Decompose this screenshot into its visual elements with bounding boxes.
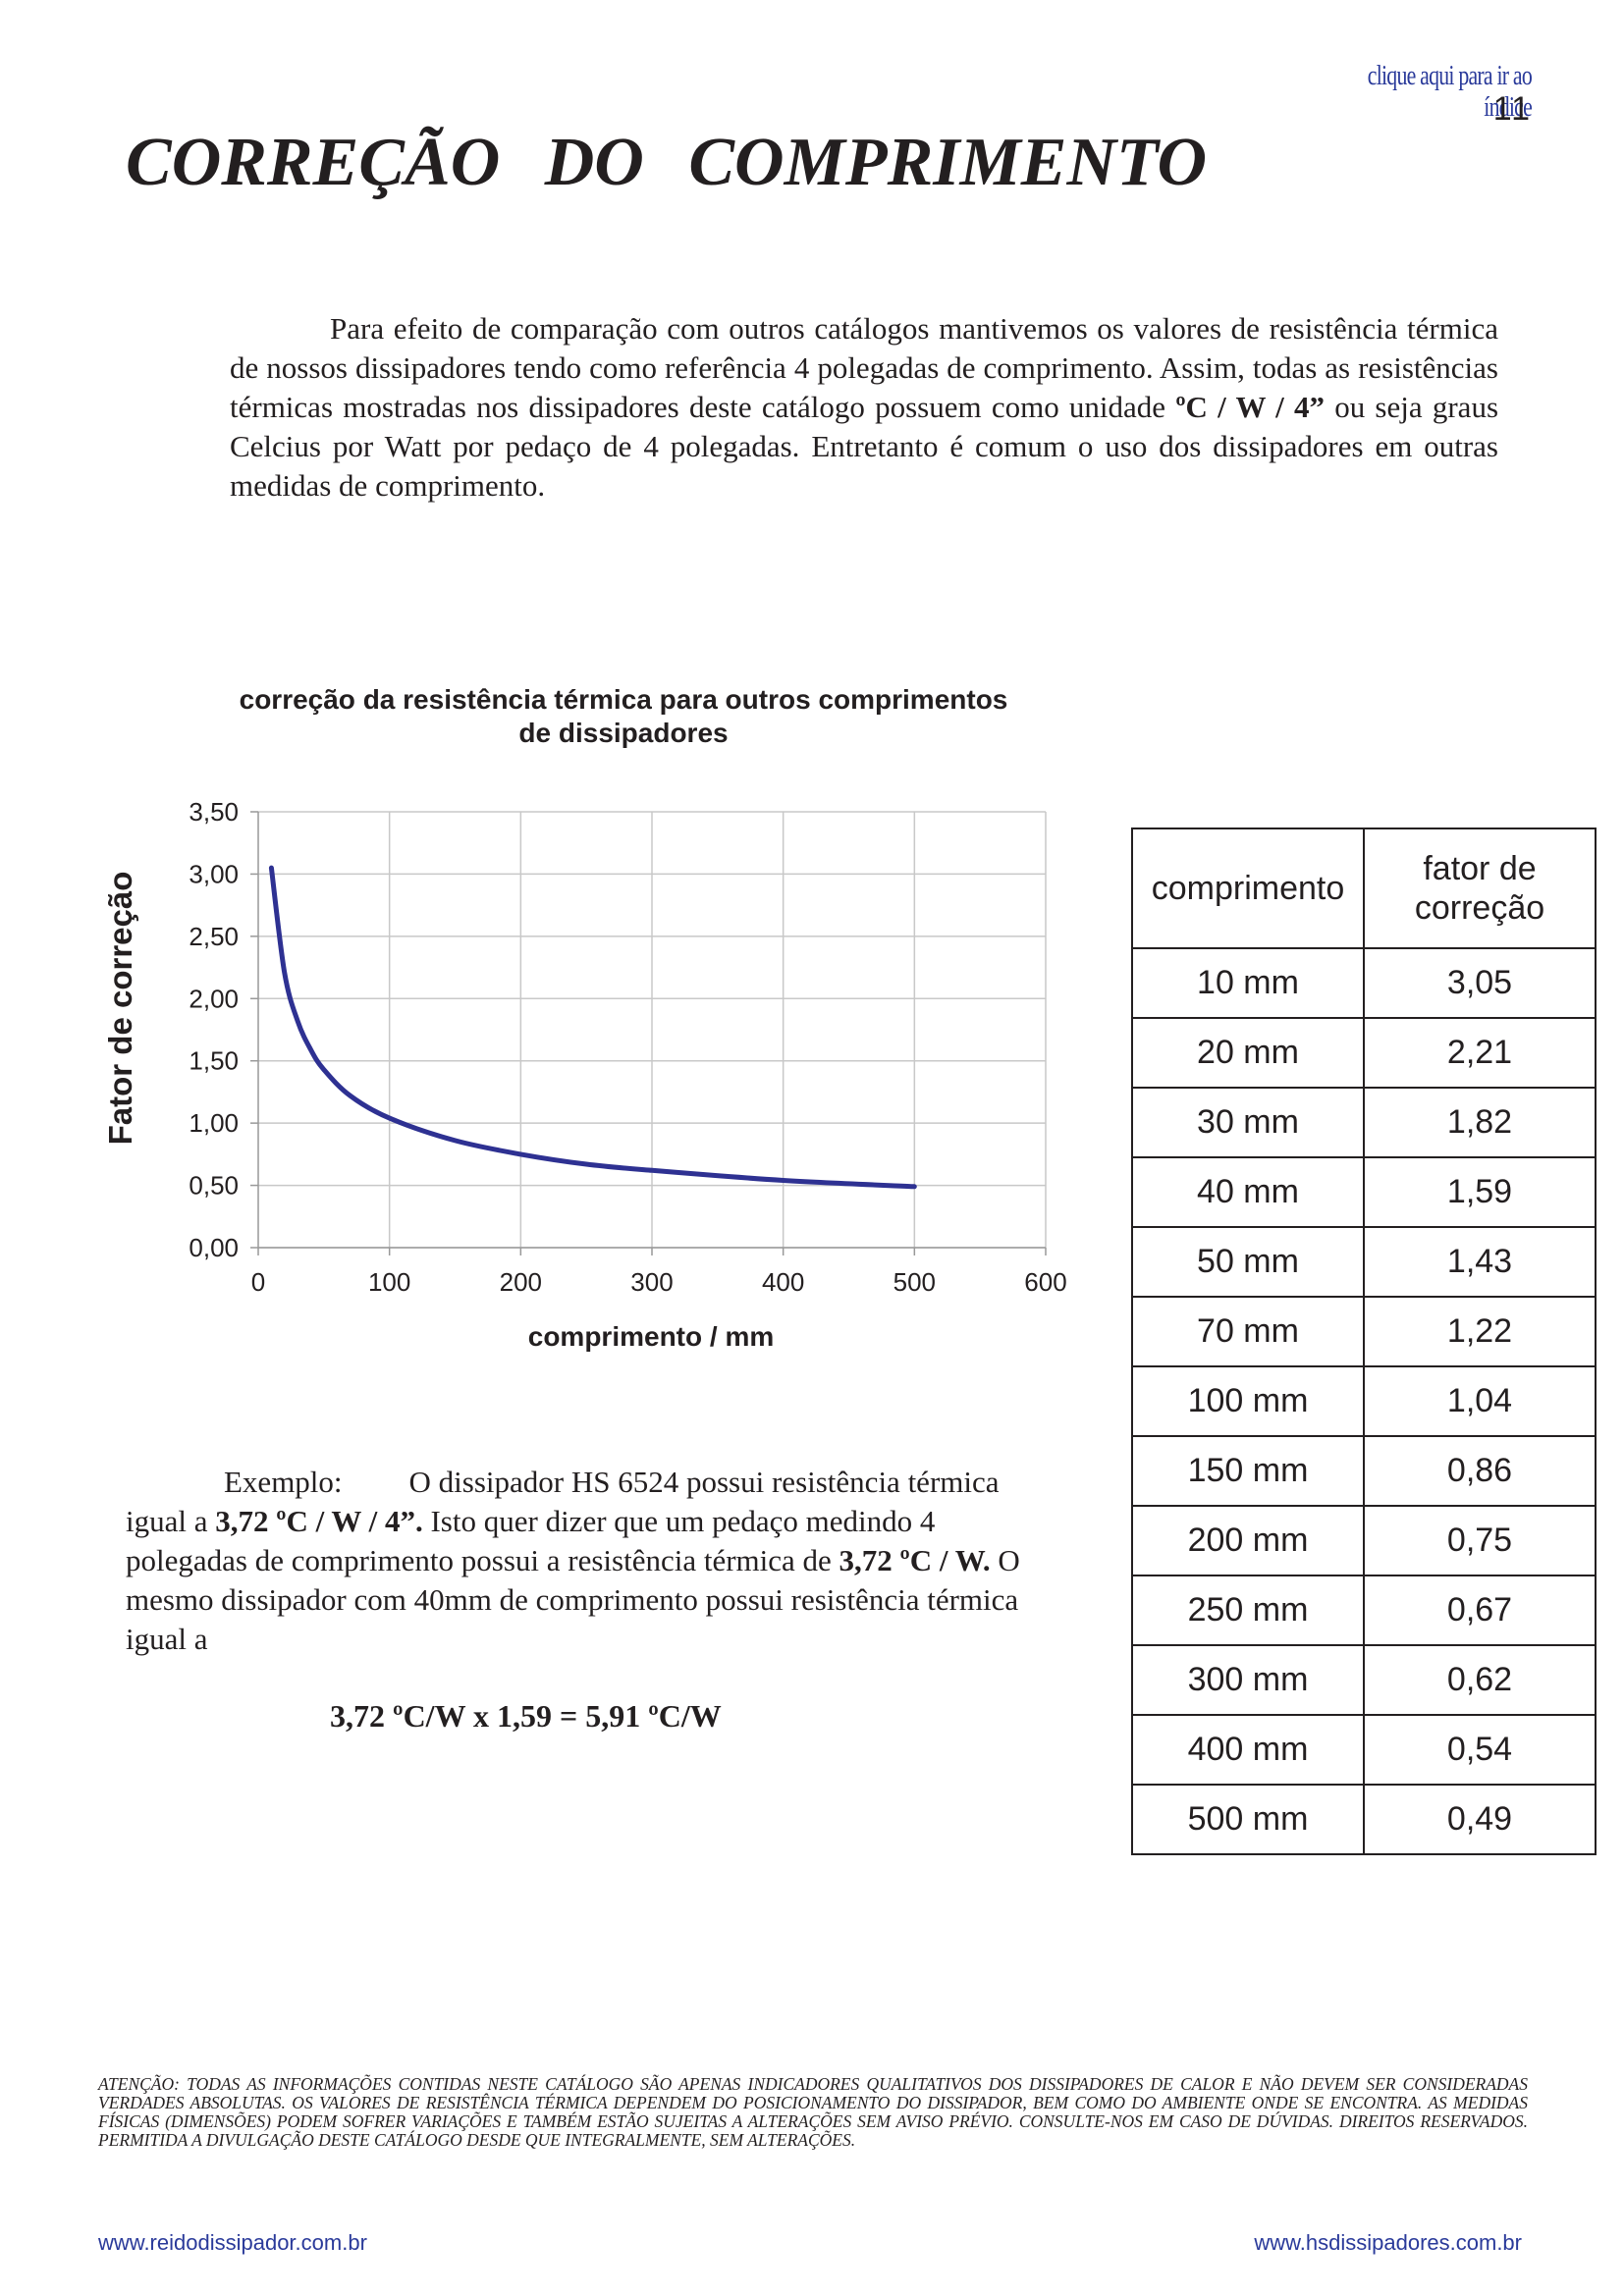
intro-unit: ºC / W / 4”	[1175, 390, 1325, 424]
correction-chart: 0,00 0,50 1,00 1,50 2,00 2,50 3,00 3,50 0 100 200…	[102, 797, 1067, 1352]
length-cell: 50 mm	[1131, 1226, 1365, 1298]
length-cell: 300 mm	[1131, 1644, 1365, 1716]
example-formula: 3,72 ºC/W x 1,59 = 5,91 ºC/W	[330, 1698, 722, 1734]
x-tick-label: 600	[1024, 1267, 1066, 1297]
chart-axes	[250, 811, 1047, 1255]
table-body: 10 mm 3,05 20 mm 2,21 30 mm 1,82 40 mm 1,59 50 m…	[1131, 947, 1597, 1855]
correction-table: comprimento fator de correção 10 mm 3,05 2…	[1131, 828, 1597, 1855]
length-cell: 40 mm	[1131, 1156, 1365, 1228]
table-row: 100 mm 1,04	[1131, 1365, 1597, 1437]
footer-link-hsdissipadores[interactable]: www.hsdissipadores.com.br	[1254, 2230, 1522, 2255]
x-tick-label: 500	[893, 1267, 936, 1297]
y-tick-label: 0,00	[189, 1233, 239, 1262]
factor-cell: 0,67	[1363, 1575, 1597, 1646]
factor-cell: 2,21	[1363, 1017, 1597, 1089]
y-tick-labels: 0,00 0,50 1,00 1,50 2,00 2,50 3,00 3,50	[189, 797, 239, 1262]
chart-title: correção da resistência térmica para out…	[239, 684, 1008, 748]
y-tick-label: 2,00	[189, 984, 239, 1013]
table-row: 70 mm 1,22	[1131, 1296, 1597, 1367]
factor-cell: 1,22	[1363, 1296, 1597, 1367]
disclaimer: ATENÇÃO: TODAS AS INFORMAÇÕES CONTIDAS N…	[98, 2074, 1528, 2150]
example-label: Exemplo:	[224, 1465, 343, 1499]
x-tick-label: 0	[251, 1267, 265, 1297]
footer-link-reidodissipador[interactable]: www.reidodissipador.com.br	[98, 2230, 367, 2255]
intro-text-2: ou seja graus Celcius por Watt por pedaç…	[230, 390, 1499, 503]
x-axis-label: comprimento / mm	[528, 1321, 774, 1352]
y-tick-label: 2,50	[189, 922, 239, 951]
length-cell: 30 mm	[1131, 1087, 1365, 1158]
factor-cell: 0,54	[1363, 1714, 1597, 1786]
header-length: comprimento	[1131, 828, 1365, 949]
y-tick-label: 3,00	[189, 859, 239, 888]
intro-paragraph: Para efeito de comparação com outros cat…	[230, 309, 1498, 506]
length-cell: 10 mm	[1131, 947, 1365, 1019]
length-cell: 200 mm	[1131, 1505, 1365, 1576]
table-row: 30 mm 1,82	[1131, 1087, 1597, 1158]
length-cell: 250 mm	[1131, 1575, 1365, 1646]
factor-cell: 1,43	[1363, 1226, 1597, 1298]
example-paragraph: Exemplo: O dissipador HS 6524 possui resi…	[126, 1463, 1029, 1659]
chart-grid	[258, 811, 1047, 1249]
table-row: 20 mm 2,21	[1131, 1017, 1597, 1089]
x-tick-label: 200	[500, 1267, 542, 1297]
factor-cell: 1,82	[1363, 1087, 1597, 1158]
example-text-2: Isto quer dizer que um pedaço medindo 4 …	[126, 1504, 936, 1577]
y-axis-label: Fator de correção	[102, 872, 138, 1146]
page-title: CORREÇÃO DO COMPRIMENTO	[126, 125, 1208, 200]
table-row: 400 mm 0,54	[1131, 1714, 1597, 1786]
factor-cell: 0,86	[1363, 1435, 1597, 1507]
table-row: 50 mm 1,43	[1131, 1226, 1597, 1298]
length-cell: 500 mm	[1131, 1784, 1365, 1855]
table-row: 150 mm 0,86	[1131, 1435, 1597, 1507]
example-value-2: 3,72 ºC / W.	[839, 1543, 991, 1577]
series-line	[268, 865, 917, 1190]
factor-cell: 0,75	[1363, 1505, 1597, 1576]
factor-cell: 1,04	[1363, 1365, 1597, 1437]
index-link[interactable]: clique aqui para ir ao índice	[1367, 61, 1533, 123]
x-tick-label: 100	[368, 1267, 410, 1297]
factor-cell: 0,62	[1363, 1644, 1597, 1716]
factor-cell: 3,05	[1363, 947, 1597, 1019]
table-row: 10 mm 3,05	[1131, 947, 1597, 1019]
length-cell: 20 mm	[1131, 1017, 1365, 1089]
intro-text-1: Para efeito de comparação com outros cat…	[230, 311, 1498, 424]
y-tick-label: 1,00	[189, 1108, 239, 1138]
table-row: 40 mm 1,59	[1131, 1156, 1597, 1228]
example-value-1: 3,72 ºC / W / 4”.	[215, 1504, 423, 1538]
table-header-row: comprimento fator de correção	[1131, 828, 1597, 949]
x-tick-label: 400	[762, 1267, 804, 1297]
factor-cell: 1,59	[1363, 1156, 1597, 1228]
y-tick-label: 0,50	[189, 1171, 239, 1201]
table-row: 250 mm 0,67	[1131, 1575, 1597, 1646]
page-number: 11	[1492, 90, 1532, 128]
table-row: 500 mm 0,49	[1131, 1784, 1597, 1855]
length-cell: 150 mm	[1131, 1435, 1365, 1507]
x-tick-label: 300	[630, 1267, 673, 1297]
table-row: 200 mm 0,75	[1131, 1505, 1597, 1576]
y-tick-label: 1,50	[189, 1046, 239, 1076]
factor-cell: 0,49	[1363, 1784, 1597, 1855]
length-cell: 400 mm	[1131, 1714, 1365, 1786]
y-tick-label: 3,50	[189, 797, 239, 827]
table-row: 300 mm 0,62	[1131, 1644, 1597, 1716]
header-factor: fator de correção	[1363, 828, 1597, 949]
length-cell: 100 mm	[1131, 1365, 1365, 1437]
example-text-3: O mesmo dissipador com 40mm de comprimen…	[126, 1543, 1020, 1656]
x-tick-labels: 0 100 200 300 400 500 600	[251, 1267, 1067, 1297]
length-cell: 70 mm	[1131, 1296, 1365, 1367]
example-text-1: O dissipador HS 6524 possui resistência …	[126, 1465, 1000, 1538]
